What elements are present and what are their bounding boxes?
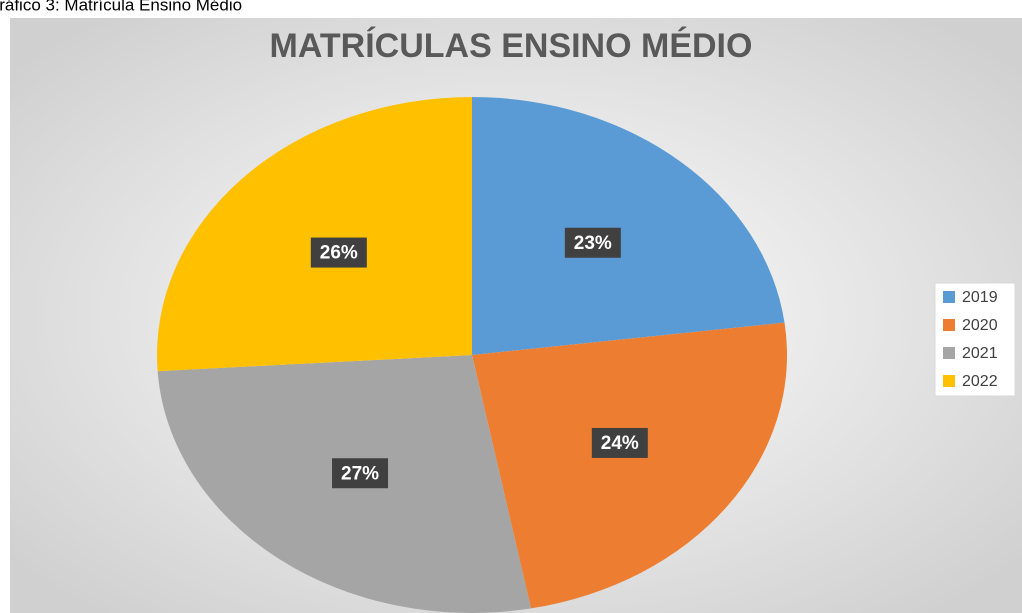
- legend-label: 2019: [962, 289, 998, 306]
- legend-label: 2020: [962, 317, 998, 334]
- legend-swatch: [943, 291, 955, 303]
- legend-swatch: [943, 347, 955, 359]
- data-label-box: [332, 458, 389, 489]
- data-label: 24%: [601, 433, 639, 454]
- legend-label: 2022: [962, 373, 998, 390]
- data-label: 27%: [341, 463, 379, 484]
- chart-title: MATRÍCULAS ENSINO MÉDIO: [270, 27, 753, 65]
- data-label-box: [564, 227, 621, 258]
- data-label: 26%: [320, 243, 358, 264]
- pie-slice: [472, 97, 785, 355]
- legend-swatch: [943, 319, 955, 331]
- data-label: 23%: [574, 233, 612, 254]
- pie-slice: [157, 97, 472, 372]
- pie-slice: [472, 322, 787, 609]
- legend-swatch: [943, 375, 955, 387]
- caption: Gráfico 3: Matrícula Ensino Médio: [0, 0, 242, 14]
- data-label-box: [310, 237, 367, 268]
- legend-label: 2021: [962, 345, 998, 362]
- data-label-box: [591, 427, 648, 458]
